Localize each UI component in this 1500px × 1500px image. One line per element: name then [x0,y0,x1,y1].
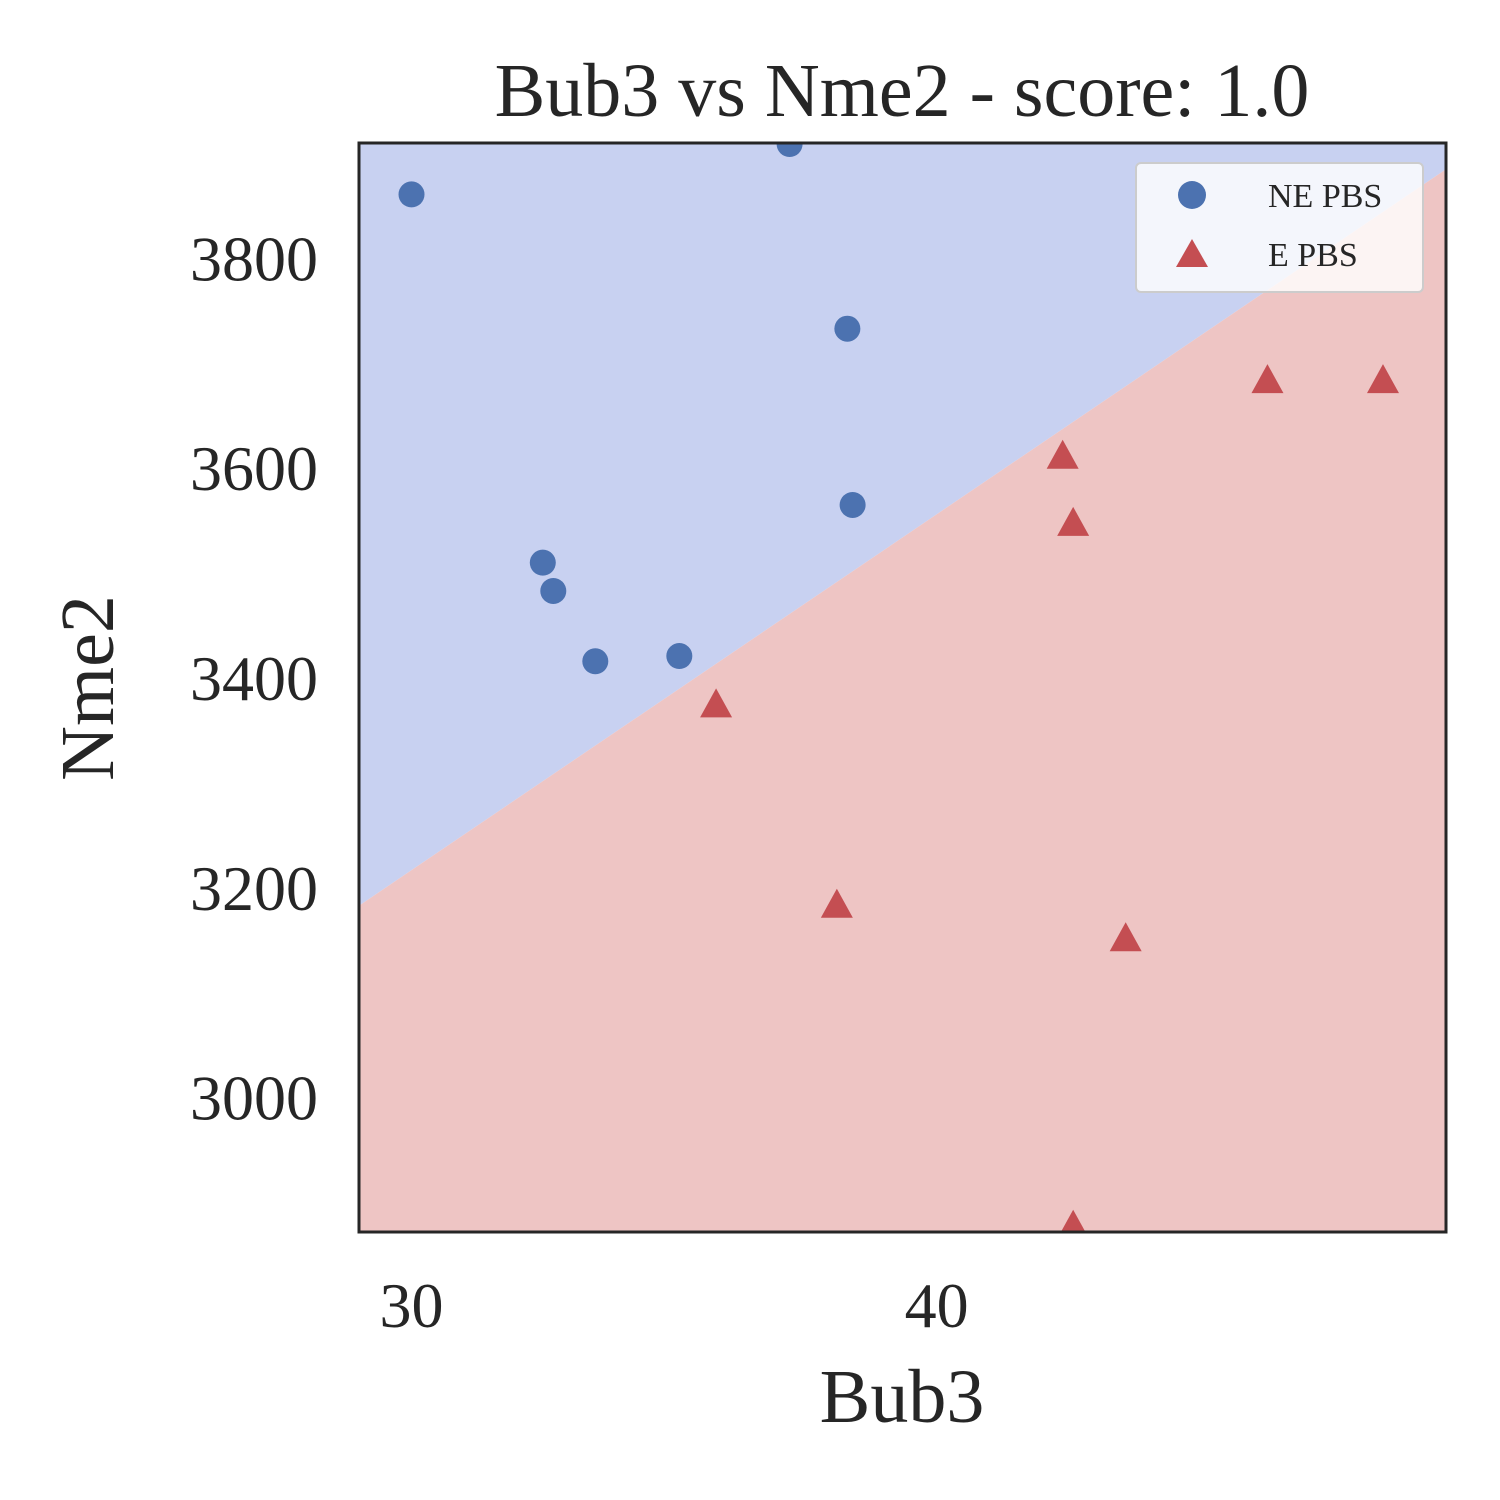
e-pbs-point-4 [1109,922,1142,952]
x-axis-label: Bub3 [820,1355,985,1439]
ne-pbs-point-3 [839,491,866,518]
chart-title: Bub3 vs Nme2 - score: 1.0 [495,49,1310,133]
e-pbs-point-7 [1060,1209,1086,1232]
legend: NE PBS E PBS [1135,162,1424,293]
ne-pbs-point-1 [776,143,803,158]
ne-pbs-point-7 [666,643,693,670]
region-e-pbs [359,169,1446,1232]
y-tick-labels: 3000 3200 3400 3600 3800 [190,223,318,1133]
x-tick-label-40: 40 [905,1270,969,1341]
region-ne-pbs [359,143,1446,906]
x-tick-label-30: 30 [380,1270,444,1341]
ne-pbs-point-0 [398,181,425,208]
e-pbs-point-5 [1251,364,1284,394]
y-tick-label-3200: 3200 [190,853,318,924]
e-pbs-point-0 [700,688,733,718]
e-pbs-point-3 [1057,506,1090,536]
ne-pbs-point-6 [582,648,609,675]
legend-marker-e-pbs [1176,239,1208,267]
legend-box [1135,162,1424,293]
y-tick-label-3800: 3800 [190,223,318,294]
e-pbs-point-6 [1366,364,1399,394]
ne-pbs-point-5 [540,577,567,604]
decision-regions [359,143,1446,1232]
ne-pbs-point-4 [529,549,556,576]
y-tick-label-3000: 3000 [190,1063,318,1134]
data-markers [398,143,1399,1232]
legend-marker-ne-pbs [1178,181,1206,209]
x-tick-labels: 30 40 [380,1270,969,1341]
y-tick-label-3400: 3400 [190,643,318,714]
ne-pbs-point-2 [834,315,861,342]
e-pbs-point-1 [820,888,853,918]
plot-frame [357,141,1448,1234]
legend-label-ne-pbs: NE PBS [1268,178,1382,215]
y-axis-label: Nme2 [46,595,130,781]
e-pbs-point-2 [1046,439,1079,469]
y-tick-label-3600: 3600 [190,433,318,504]
legend-label-e-pbs: E PBS [1268,237,1358,274]
